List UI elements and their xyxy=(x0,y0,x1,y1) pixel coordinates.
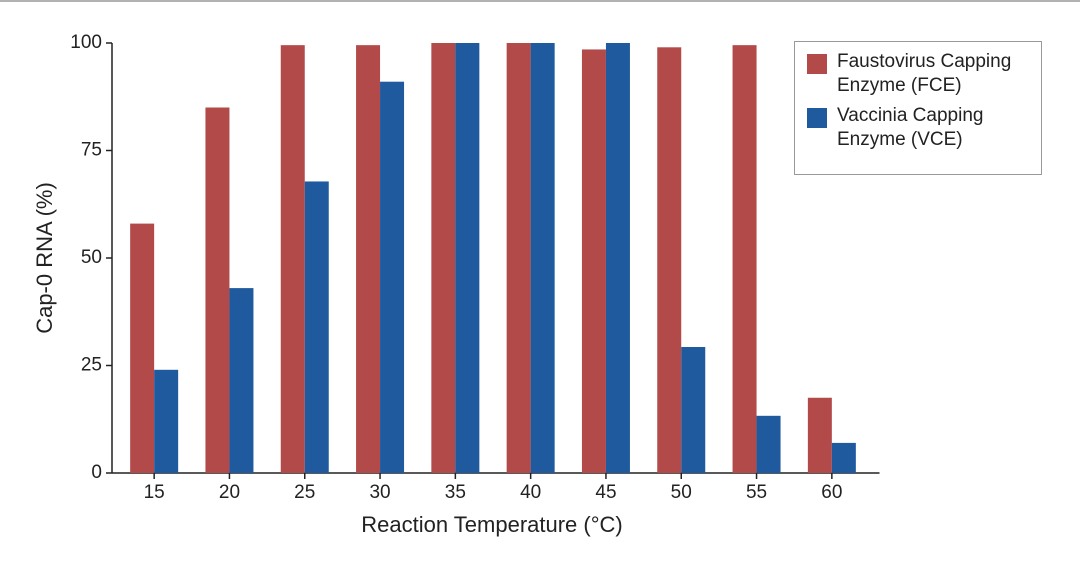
bar xyxy=(431,43,456,473)
legend-label: Vaccinia Capping Enzyme (VCE) xyxy=(837,105,984,150)
bar xyxy=(681,347,706,473)
x-tick-label: 35 xyxy=(445,482,466,503)
x-tick-label: 15 xyxy=(144,482,165,503)
bar xyxy=(205,107,230,473)
legend-item: Vaccinia Capping Enzyme (VCE) xyxy=(803,104,1033,152)
bar xyxy=(807,397,832,473)
legend: Faustovirus Capping Enzyme (FCE) Vaccinia… xyxy=(794,41,1042,175)
y-tick-label: 25 xyxy=(81,355,102,376)
legend-swatch xyxy=(807,108,827,128)
bar xyxy=(380,81,405,473)
x-tick-label: 60 xyxy=(821,482,842,503)
bar xyxy=(605,43,630,473)
x-tick-label: 45 xyxy=(595,482,616,503)
bar xyxy=(356,45,381,474)
bar xyxy=(280,45,305,474)
bar xyxy=(732,45,757,474)
x-tick-label: 40 xyxy=(520,482,541,503)
bar xyxy=(229,288,254,473)
y-axis-label: Cap-0 RNA (%) xyxy=(32,182,57,334)
legend-label: Faustovirus Capping Enzyme (FCE) xyxy=(837,51,1012,96)
x-axis-label: Reaction Temperature (°C) xyxy=(361,512,623,537)
bar xyxy=(530,43,555,473)
legend-item: Faustovirus Capping Enzyme (FCE) xyxy=(803,50,1033,98)
x-tick-label: 55 xyxy=(746,482,767,503)
legend-swatch xyxy=(807,54,827,74)
bar xyxy=(657,47,682,474)
y-tick-label: 0 xyxy=(91,462,102,483)
y-tick-label: 50 xyxy=(81,247,102,268)
y-tick-label: 75 xyxy=(81,140,102,161)
x-tick-label: 20 xyxy=(219,482,240,503)
x-tick-label: 25 xyxy=(294,482,315,503)
x-tick-label: 50 xyxy=(671,482,692,503)
bar xyxy=(455,43,480,473)
bar xyxy=(154,369,179,473)
bar xyxy=(831,442,856,473)
bar xyxy=(506,43,531,473)
y-tick-label: 100 xyxy=(70,32,102,53)
bar xyxy=(756,415,781,473)
bar xyxy=(130,223,155,473)
bar xyxy=(304,181,329,473)
bar xyxy=(581,49,606,473)
x-tick-label: 30 xyxy=(369,482,390,503)
